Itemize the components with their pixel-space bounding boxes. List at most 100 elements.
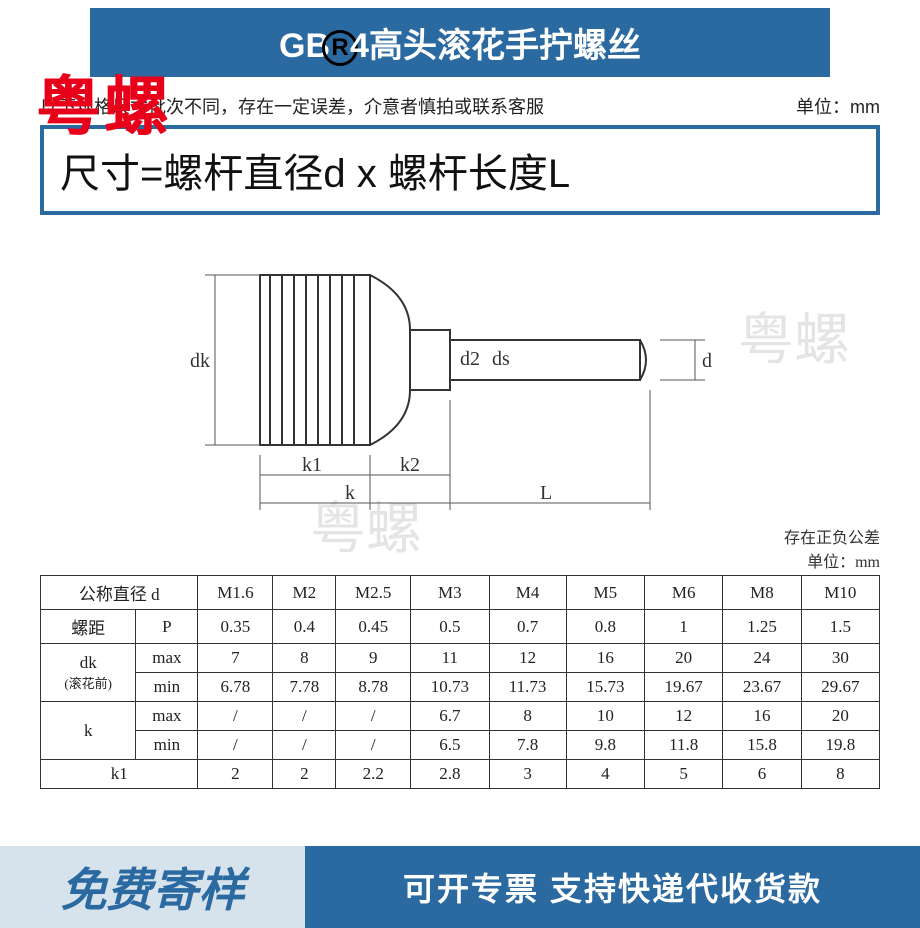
screw-diagram: dk d2 ds d k1 k2 k L [190,235,730,535]
table-cell: 3 [489,760,566,789]
table-cell: 16 [566,644,644,673]
label-d2: d2 [460,348,480,370]
table-cell: 20 [801,702,879,731]
table-cell: 11 [411,644,489,673]
table-cell: 0.45 [336,610,411,644]
table-cell: 7 [198,644,273,673]
table-cell: 10.73 [411,673,489,702]
row-header: max [136,644,198,673]
table-cell: 19.67 [645,673,723,702]
table-cell: 7.78 [273,673,336,702]
table-cell: 2 [273,760,336,789]
label-k1: k1 [302,454,322,476]
row-header: max [136,702,198,731]
row-header: k1 [41,760,198,789]
table-cell: 24 [723,644,801,673]
table-cell: 8 [273,644,336,673]
table-cell: 9.8 [566,731,644,760]
table-row: kmax///6.7810121620 [41,702,880,731]
table-cell: 1 [645,610,723,644]
table-cell: 0.35 [198,610,273,644]
table-cell: 0.5 [411,610,489,644]
table-cell: 6.7 [411,702,489,731]
table-cell: M8 [723,576,801,610]
label-d: d [702,350,712,372]
table-cell: / [273,731,336,760]
table-cell: 2.8 [411,760,489,789]
label-dk: dk [190,350,210,372]
diagram-area: 粤螺 粤螺 [40,235,880,575]
table-cell: 16 [723,702,801,731]
table-cell: 29.67 [801,673,879,702]
table-cell: M10 [801,576,879,610]
label-ds: ds [492,348,510,370]
row-header: min [136,673,198,702]
table-row: 公称直径 dM1.6M2M2.5M3M4M5M6M8M10 [41,576,880,610]
tolerance-line1: 存在正负公差 [784,527,880,551]
table-cell: 12 [489,644,566,673]
table-cell: 6.78 [198,673,273,702]
table-cell: 2 [198,760,273,789]
table-row: min6.787.788.7810.7311.7315.7319.6723.67… [41,673,880,702]
table-cell: 6.5 [411,731,489,760]
table-cell: 0.7 [489,610,566,644]
table-cell: M2.5 [336,576,411,610]
table-cell: 1.5 [801,610,879,644]
table-cell: 0.8 [566,610,644,644]
table-cell: / [198,731,273,760]
label-k: k [345,482,355,504]
table-cell: 0.4 [273,610,336,644]
table-cell: M3 [411,576,489,610]
table-cell: / [273,702,336,731]
unit-text: 单位：mm [796,93,880,119]
footer-right: 可开专票 支持快递代收货款 [305,846,920,928]
watermark: 粤螺 [738,295,850,376]
table-cell: 23.67 [723,673,801,702]
table-row: 螺距P0.350.40.450.50.70.811.251.5 [41,610,880,644]
row-header: min [136,731,198,760]
footer-bar: 免费寄样 可开专票 支持快递代收货款 [0,846,920,928]
table-cell: 15.73 [566,673,644,702]
table-cell: / [198,702,273,731]
table-cell: 12 [645,702,723,731]
table-cell: 9 [336,644,411,673]
table-cell: 7.8 [489,731,566,760]
title-bar: GBR4高头滚花手拧螺丝 [90,8,830,77]
table-cell: 11.8 [645,731,723,760]
table-cell: 2.2 [336,760,411,789]
spec-table: 公称直径 dM1.6M2M2.5M3M4M5M6M8M10螺距P0.350.40… [40,575,880,789]
label-L: L [540,482,552,504]
table-cell: 5 [645,760,723,789]
table-cell: 10 [566,702,644,731]
table-cell: 8 [801,760,879,789]
table-cell: 8 [489,702,566,731]
table-cell: M2 [273,576,336,610]
table-cell: / [336,731,411,760]
brand-stamp: 粤螺 [36,56,172,148]
table-cell: 19.8 [801,731,879,760]
row-header: 公称直径 d [41,576,198,610]
table-cell: M6 [645,576,723,610]
table-row: min///6.57.89.811.815.819.8 [41,731,880,760]
table-row: dk(滚花前)max789111216202430 [41,644,880,673]
row-header: P [136,610,198,644]
table-cell: 30 [801,644,879,673]
row-header: 螺距 [41,610,136,644]
tolerance-line2: 单位：mm [784,551,880,575]
row-header: dk(滚花前) [41,644,136,702]
table-cell: 4 [566,760,644,789]
table-cell: 20 [645,644,723,673]
table-cell: 6 [723,760,801,789]
table-cell: 8.78 [336,673,411,702]
table-cell: / [336,702,411,731]
table-cell: 11.73 [489,673,566,702]
footer-left: 免费寄样 [0,846,305,928]
row-header: k [41,702,136,760]
title-suffix: 4高头滚花手拧螺丝 [350,27,641,65]
table-cell: M4 [489,576,566,610]
tolerance-note: 存在正负公差 单位：mm [784,527,880,575]
label-k2: k2 [400,454,420,476]
table-row: k1222.22.834568 [41,760,880,789]
table-cell: M1.6 [198,576,273,610]
table-cell: M5 [566,576,644,610]
